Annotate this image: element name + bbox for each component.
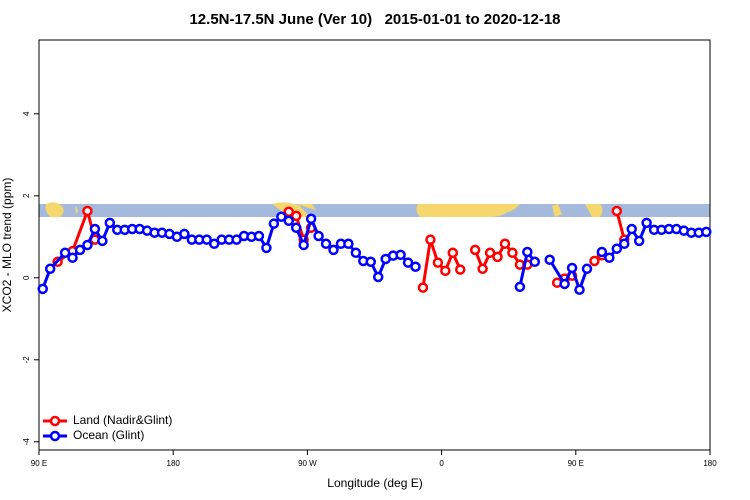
data-point — [97, 235, 108, 247]
y-axis-label: XCO2 - MLO trend (ppm) — [0, 178, 14, 313]
x-tick-label: 180 — [167, 459, 181, 468]
data-point — [82, 239, 93, 251]
data-point — [559, 278, 570, 290]
data-point — [596, 246, 608, 258]
data-point — [440, 265, 451, 277]
y-tick-label: 0 — [22, 275, 31, 280]
data-point — [604, 252, 615, 263]
data-point — [44, 263, 56, 275]
data-point — [454, 264, 466, 275]
data-point — [395, 249, 406, 261]
data-point — [59, 247, 71, 259]
y-tick-label: -2 — [22, 356, 31, 364]
map-band — [39, 202, 710, 217]
data-point — [37, 283, 48, 295]
land-shape — [45, 202, 603, 217]
data-point — [492, 251, 503, 263]
data-point — [283, 215, 295, 227]
y-tick-label: 4 — [22, 111, 31, 116]
data-point — [201, 234, 212, 245]
data-point — [320, 238, 332, 250]
data-point — [290, 222, 302, 234]
x-tick-label: 180 — [703, 459, 717, 468]
data-point — [425, 234, 436, 245]
plot-frame — [38, 39, 711, 451]
data-point — [402, 257, 414, 268]
data-point — [566, 262, 578, 274]
data-point — [261, 242, 272, 254]
legend-label: Land (Nadir&Glint) — [73, 413, 172, 427]
x-tick-label: 90 E — [568, 459, 584, 468]
data-point — [469, 244, 481, 256]
data-point — [514, 281, 526, 293]
data-point — [208, 238, 220, 250]
data-point — [253, 230, 265, 242]
data-point — [581, 263, 593, 275]
legend-label: Ocean (Glint) — [73, 428, 144, 442]
data-point — [522, 246, 533, 258]
data-point — [104, 217, 116, 229]
legend-marker — [49, 415, 61, 427]
data-point — [268, 218, 280, 229]
chart-title: 12.5N-17.5N June (Ver 10) 2015-01-01 to … — [189, 11, 560, 28]
x-axis-label: Longitude (deg E) — [327, 476, 422, 490]
data-point — [447, 247, 459, 259]
data-point — [619, 238, 630, 250]
data-point — [611, 243, 623, 254]
x-tick-label: 90 E — [31, 459, 47, 468]
ocean-band — [39, 204, 710, 217]
data-point — [372, 271, 384, 283]
data-point — [417, 282, 429, 293]
data-point — [365, 256, 377, 268]
data-point — [82, 205, 93, 217]
data-point — [89, 223, 101, 235]
data-point — [641, 217, 652, 229]
data-point — [574, 284, 585, 295]
data-point — [701, 226, 712, 238]
data-point — [290, 210, 302, 222]
data-point — [276, 211, 287, 222]
y-tick-label: 2 — [22, 193, 31, 198]
data-point — [544, 254, 555, 266]
data-point — [410, 261, 421, 272]
data-point — [74, 244, 86, 256]
data-point — [328, 244, 339, 256]
data-point — [529, 256, 541, 268]
data-point — [179, 228, 190, 240]
x-tick-label: 0 — [439, 459, 444, 468]
data-point — [350, 247, 362, 259]
data-point — [305, 213, 317, 225]
data-point — [432, 257, 444, 268]
data-point — [313, 230, 324, 242]
data-point — [499, 238, 511, 250]
data-point — [611, 205, 623, 217]
y-tick-label: -4 — [22, 438, 31, 446]
x-tick-label: 90 W — [298, 459, 317, 468]
legend-marker — [49, 430, 61, 442]
data-point — [507, 247, 518, 259]
data-point — [477, 263, 488, 275]
data-point — [633, 235, 645, 247]
data-point — [343, 238, 354, 250]
data-point — [626, 223, 637, 235]
data-point — [298, 239, 309, 251]
data-point — [589, 255, 600, 267]
data-point — [484, 247, 496, 259]
data-point — [67, 252, 78, 263]
